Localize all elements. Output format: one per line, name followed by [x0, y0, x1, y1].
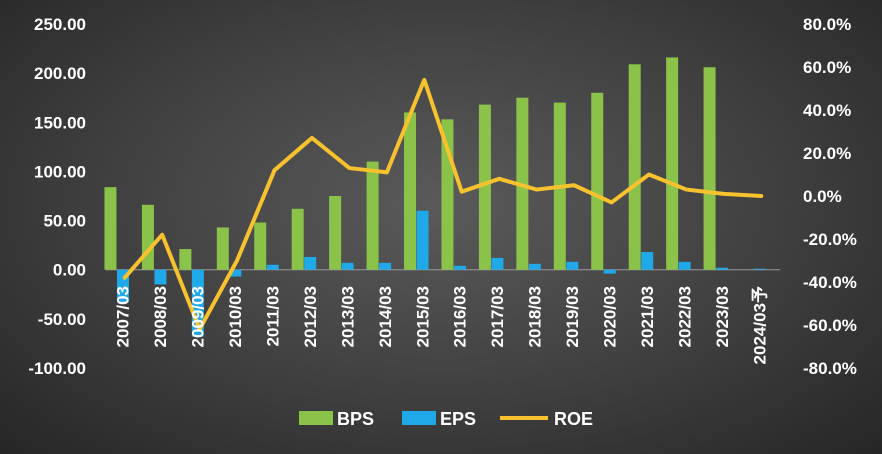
right-tick-label: 60.0%	[803, 58, 851, 77]
category-label: 2010/03	[226, 286, 245, 347]
bps-bar	[628, 64, 641, 270]
eps-bar	[266, 264, 279, 270]
eps-bar	[641, 252, 654, 270]
right-tick-label: -60.0%	[803, 316, 857, 335]
right-tick-label: -20.0%	[803, 230, 857, 249]
category-label: 2023/03	[713, 286, 732, 347]
legend-label: BPS	[337, 409, 374, 429]
bps-bar	[366, 161, 379, 270]
bps-bar	[703, 67, 716, 270]
category-label: 2018/03	[526, 286, 545, 347]
right-tick-label: -80.0%	[803, 359, 857, 378]
category-label: 2009/03	[189, 286, 208, 347]
eps-bar	[678, 261, 691, 270]
bps-bar	[329, 196, 342, 270]
left-tick-label: 50.00	[43, 212, 86, 231]
right-tick-label: 80.0%	[803, 15, 851, 34]
legend-swatch	[402, 411, 436, 425]
legend: BPS EPS ROE	[299, 409, 593, 429]
right-tick-label: 20.0%	[803, 144, 851, 163]
legend-swatch	[299, 411, 333, 425]
roe-line-group	[122, 77, 764, 332]
eps-bar	[716, 267, 729, 270]
bps-bar	[104, 187, 117, 270]
category-label: 2008/03	[151, 286, 170, 347]
category-label: 2021/03	[638, 286, 657, 347]
right-tick-label: 40.0%	[803, 101, 851, 120]
category-label: 2014/03	[376, 286, 395, 347]
eps-bar	[229, 269, 242, 277]
roe-line	[122, 77, 764, 332]
category-label: 2007/03	[114, 286, 133, 347]
left-tick-label: 250.00	[34, 15, 86, 34]
category-label: 2015/03	[413, 286, 432, 347]
legend-label: EPS	[440, 409, 476, 429]
eps-bar	[416, 210, 429, 270]
bps-bar	[179, 249, 192, 270]
bps-bar	[666, 57, 679, 270]
category-label: 2012/03	[301, 286, 320, 347]
eps-bar	[341, 262, 354, 270]
eps-bar	[566, 261, 579, 270]
category-labels: 2007/03 2008/03 2009/03 2010/03 2011/03 2012/…	[114, 286, 770, 364]
left-tick-label: -100.00	[28, 359, 86, 378]
category-label: 2016/03	[451, 286, 470, 347]
right-tick-label: -40.0%	[803, 273, 857, 292]
category-label: 2017/03	[488, 286, 507, 347]
bps-bar	[216, 227, 229, 270]
eps-bar	[603, 269, 616, 274]
bps-bar	[404, 112, 417, 270]
bps-bar	[478, 104, 491, 270]
eps-bar	[528, 263, 541, 270]
bars	[104, 57, 766, 337]
category-label: 2011/03	[264, 286, 283, 347]
category-label: 2013/03	[338, 286, 357, 347]
eps-bar	[154, 269, 167, 285]
bps-bar	[291, 208, 304, 270]
left-tick-label: -50.00	[38, 310, 86, 329]
category-label: 2019/03	[563, 286, 582, 347]
left-tick-label: 200.00	[34, 64, 86, 83]
eps-bar	[379, 262, 392, 270]
category-label: 2024/03予	[750, 286, 769, 364]
eps-bar	[753, 268, 766, 270]
bps-bar	[141, 204, 154, 270]
eps-bar	[304, 256, 317, 270]
bps-bar	[254, 222, 267, 270]
right-axis: -80.0% -60.0% -40.0% -20.0% 0.0% 20.0% 40.0% 60…	[803, 15, 857, 378]
eps-bar	[491, 257, 504, 270]
category-label: 2022/03	[675, 286, 694, 347]
right-tick-label: 0.0%	[803, 187, 842, 206]
left-tick-label: 100.00	[34, 162, 86, 181]
eps-bar	[453, 265, 466, 270]
left-tick-label: 150.00	[34, 113, 86, 132]
left-axis: -100.00 -50.00 0.00 50.00 100.00 150.00 200.00…	[28, 15, 86, 378]
left-tick-label: 0.00	[53, 261, 86, 280]
category-label: 2020/03	[601, 286, 620, 347]
legend-label: ROE	[554, 409, 593, 429]
bps-bar	[591, 92, 604, 270]
